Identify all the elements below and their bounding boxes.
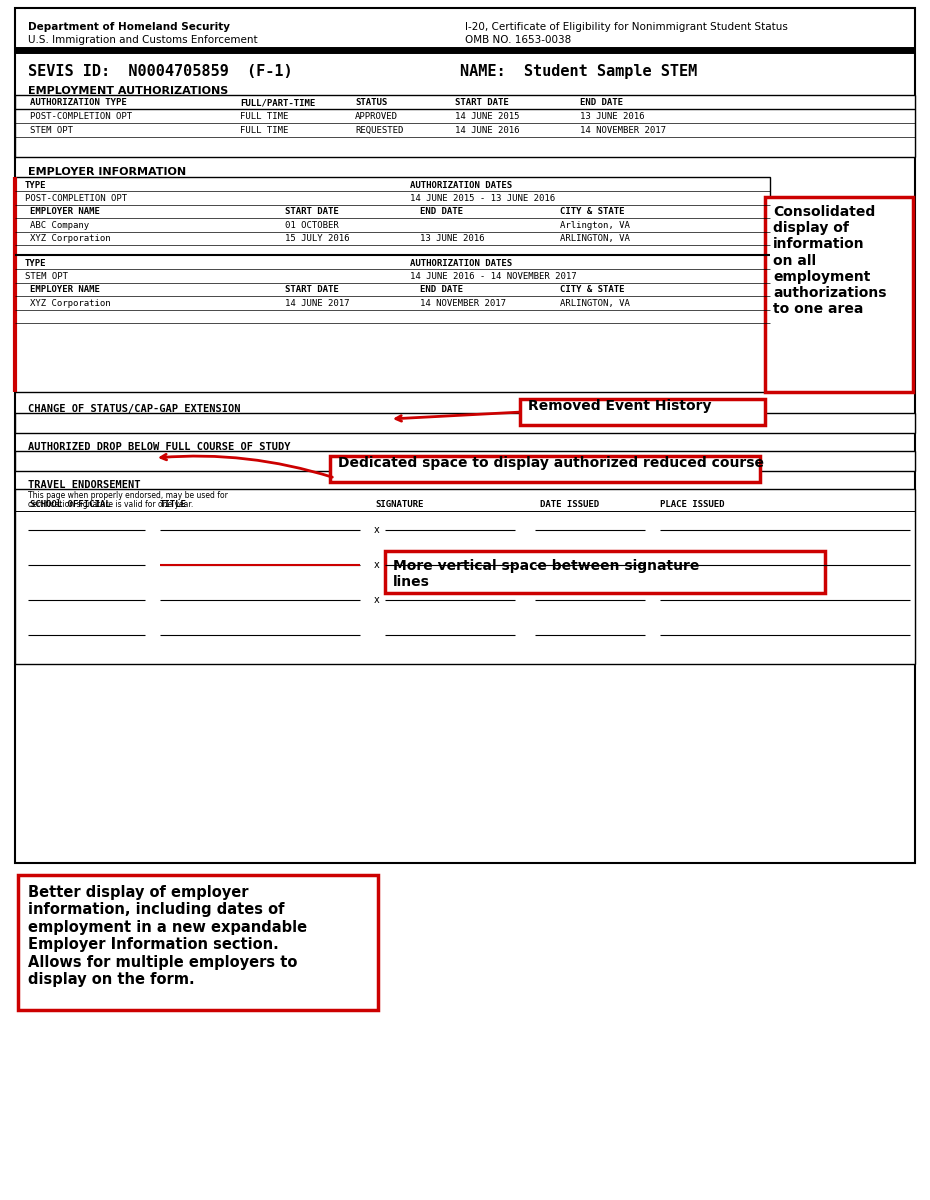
Text: ABC Company: ABC Company: [30, 221, 89, 230]
Text: Dedicated space to display authorized reduced course: Dedicated space to display authorized re…: [338, 456, 764, 470]
Text: SIGNATURE: SIGNATURE: [375, 500, 423, 509]
Text: certification signature is valid for one year.: certification signature is valid for one…: [28, 500, 193, 509]
Text: XYZ Corporation: XYZ Corporation: [30, 234, 111, 242]
Text: TITLE: TITLE: [160, 500, 187, 509]
Text: 14 NOVEMBER 2017: 14 NOVEMBER 2017: [420, 299, 506, 308]
Text: END DATE: END DATE: [420, 284, 463, 294]
Text: FULL/PART-TIME: FULL/PART-TIME: [240, 98, 315, 107]
Text: CITY & STATE: CITY & STATE: [560, 284, 625, 294]
Bar: [15, 8, 915, 863]
Text: More vertical space between signature
lines: More vertical space between signature li…: [393, 559, 699, 589]
Text: x: x: [374, 560, 379, 570]
Bar: [15, 176, 770, 392]
Text: POST-COMPLETION OPT: POST-COMPLETION OPT: [30, 112, 132, 121]
Text: 14 JUNE 2016: 14 JUNE 2016: [455, 126, 520, 134]
Text: CITY & STATE: CITY & STATE: [560, 206, 625, 216]
Text: END DATE: END DATE: [580, 98, 623, 107]
Bar: [15, 413, 915, 433]
Text: ARLINGTON, VA: ARLINGTON, VA: [560, 234, 630, 242]
Text: U.S. Immigration and Customs Enforcement: U.S. Immigration and Customs Enforcement: [28, 35, 258, 44]
Text: Department of Homeland Security: Department of Homeland Security: [28, 22, 230, 32]
Text: SCHOOL OFFICIAL: SCHOOL OFFICIAL: [30, 500, 111, 509]
Text: 14 JUNE 2015: 14 JUNE 2015: [455, 112, 520, 121]
Text: REQUESTED: REQUESTED: [355, 126, 404, 134]
Text: 14 JUNE 2015 - 13 JUNE 2016: 14 JUNE 2015 - 13 JUNE 2016: [410, 194, 555, 203]
Text: CHANGE OF STATUS/CAP-GAP EXTENSION: CHANGE OF STATUS/CAP-GAP EXTENSION: [28, 404, 241, 414]
Text: Consolidated
display of
information
on all
employment
authorizations
to one area: Consolidated display of information on a…: [773, 205, 886, 316]
Text: DATE ISSUED: DATE ISSUED: [540, 500, 599, 509]
Text: XYZ Corporation: XYZ Corporation: [30, 299, 111, 308]
Text: APPROVED: APPROVED: [355, 112, 398, 121]
Bar: [765, 197, 913, 392]
Text: FULL TIME: FULL TIME: [240, 126, 288, 134]
Text: START DATE: START DATE: [285, 284, 339, 294]
Text: TRAVEL ENDORSEMENT: TRAVEL ENDORSEMENT: [28, 480, 140, 490]
Text: FULL TIME: FULL TIME: [240, 112, 288, 121]
Text: END DATE: END DATE: [420, 206, 463, 216]
Bar: [15, 490, 915, 664]
Text: Arlington, VA: Arlington, VA: [560, 221, 630, 230]
Text: EMPLOYER INFORMATION: EMPLOYER INFORMATION: [28, 167, 186, 176]
Text: Better display of employer
information, including dates of
employment in a new e: Better display of employer information, …: [28, 886, 307, 986]
Text: ARLINGTON, VA: ARLINGTON, VA: [560, 299, 630, 308]
Text: EMPLOYER NAME: EMPLOYER NAME: [30, 284, 100, 294]
Bar: [385, 551, 825, 593]
Text: x: x: [374, 595, 379, 605]
Text: TYPE: TYPE: [25, 181, 46, 190]
Text: 14 JUNE 2017: 14 JUNE 2017: [285, 299, 350, 308]
Text: 13 JUNE 2016: 13 JUNE 2016: [580, 112, 644, 121]
Text: 14 NOVEMBER 2017: 14 NOVEMBER 2017: [580, 126, 666, 134]
Text: AUTHORIZATION DATES: AUTHORIZATION DATES: [410, 259, 512, 268]
Text: STEM OPT: STEM OPT: [25, 272, 68, 281]
Text: NAME:  Student Sample STEM: NAME: Student Sample STEM: [460, 64, 698, 79]
Text: 14 JUNE 2016 - 14 NOVEMBER 2017: 14 JUNE 2016 - 14 NOVEMBER 2017: [410, 272, 577, 281]
Text: EMPLOYER NAME: EMPLOYER NAME: [30, 206, 100, 216]
Text: SEVIS ID:  N0004705859  (F-1): SEVIS ID: N0004705859 (F-1): [28, 64, 293, 79]
Text: TYPE: TYPE: [25, 259, 46, 268]
Bar: [15, 95, 915, 157]
Text: STEM OPT: STEM OPT: [30, 126, 73, 134]
Bar: [18, 875, 378, 1010]
Text: AUTHORIZED DROP BELOW FULL COURSE OF STUDY: AUTHORIZED DROP BELOW FULL COURSE OF STU…: [28, 442, 290, 452]
Text: 01 OCTOBER: 01 OCTOBER: [285, 221, 339, 230]
Bar: [330, 456, 760, 482]
Text: OMB NO. 1653-0038: OMB NO. 1653-0038: [465, 35, 571, 44]
Text: AUTHORIZATION DATES: AUTHORIZATION DATES: [410, 181, 512, 190]
Text: PLACE ISSUED: PLACE ISSUED: [660, 500, 724, 509]
Bar: [15, 451, 915, 470]
Text: AUTHORIZATION TYPE: AUTHORIZATION TYPE: [30, 98, 126, 107]
Text: 15 JULY 2016: 15 JULY 2016: [285, 234, 350, 242]
Text: x: x: [374, 526, 379, 535]
Text: START DATE: START DATE: [455, 98, 509, 107]
Text: This page when properly endorsed, may be used for: This page when properly endorsed, may be…: [28, 491, 228, 500]
Text: POST-COMPLETION OPT: POST-COMPLETION OPT: [25, 194, 127, 203]
Text: EMPLOYMENT AUTHORIZATIONS: EMPLOYMENT AUTHORIZATIONS: [28, 86, 228, 96]
Text: I-20, Certificate of Eligibility for Nonimmigrant Student Status: I-20, Certificate of Eligibility for Non…: [465, 22, 788, 32]
Text: Removed Event History: Removed Event History: [528, 398, 711, 413]
Text: 13 JUNE 2016: 13 JUNE 2016: [420, 234, 485, 242]
Text: START DATE: START DATE: [285, 206, 339, 216]
Bar: [520, 398, 765, 425]
Text: STATUS: STATUS: [355, 98, 387, 107]
